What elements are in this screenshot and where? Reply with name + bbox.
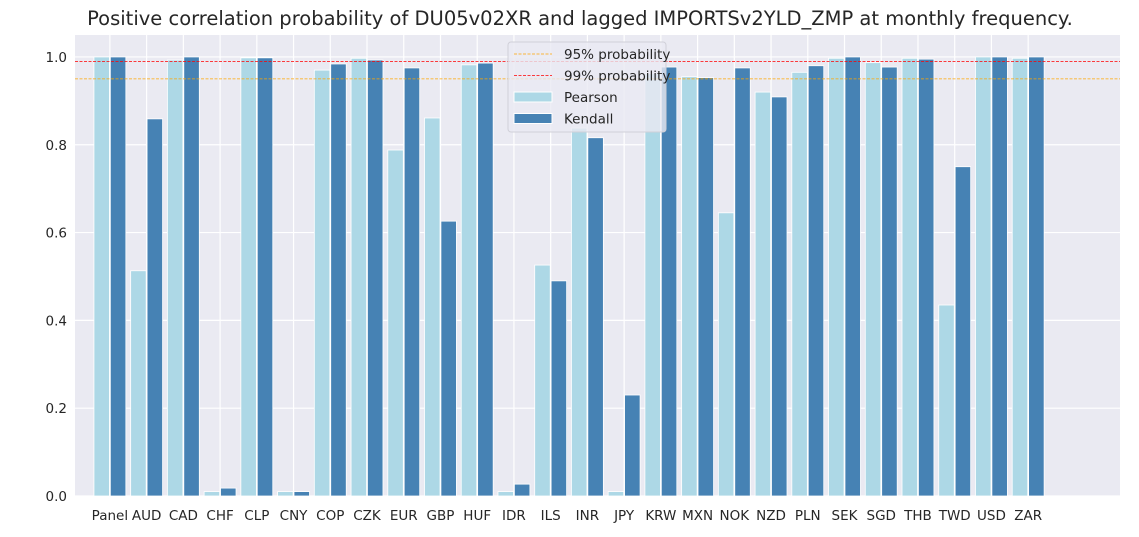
bar-kendall-twd — [954, 166, 972, 497]
x-tick-label: USD — [977, 508, 1006, 524]
bar-kendall-nok — [734, 67, 751, 497]
bar-pearson-nzd — [754, 91, 772, 497]
x-tick-label: MXN — [682, 508, 713, 524]
bar-kendall-czk — [367, 59, 384, 497]
bar-pearson-cad — [167, 59, 184, 497]
x-tick-label: NZD — [756, 508, 786, 524]
bar-kendall-cad — [183, 56, 200, 497]
legend: 95% probability 99% probability Pearson Ken… — [507, 41, 670, 133]
y-tick-label: 0.8 — [46, 138, 67, 154]
x-tick-label: SEK — [832, 508, 859, 524]
bar-kendall-zar — [1028, 56, 1045, 497]
bar-pearson-gbp — [424, 117, 441, 497]
x-tick-label: Panel — [92, 508, 128, 524]
x-tick-label: EUR — [390, 508, 418, 524]
bar-pearson-huf — [460, 64, 478, 497]
x-tick-label: INR — [576, 508, 599, 524]
bar-pearson-cop — [313, 69, 331, 497]
legend-label: Kendall — [564, 112, 613, 128]
x-tick-label: JPY — [613, 508, 635, 524]
bar-pearson-inr — [571, 127, 588, 497]
bar-pearson-cny — [277, 491, 294, 497]
bar-kendall-thb — [918, 58, 935, 497]
x-tick-label: ZAR — [1014, 508, 1042, 524]
bar-kendall-clp — [256, 57, 274, 497]
x-tick-label: IDR — [502, 508, 526, 524]
bar-kendall-gbp — [440, 220, 457, 497]
bar-pearson-clp — [240, 57, 257, 497]
bar-kendall-cop — [330, 63, 347, 497]
bar-pearson-ils — [534, 264, 551, 497]
bar-kendall-panel — [109, 56, 127, 497]
bar-kendall-krw — [660, 66, 678, 497]
bar-pearson-sgd — [864, 62, 882, 497]
x-tick-label: CHF — [206, 508, 233, 524]
y-tick-label: 1.0 — [46, 50, 67, 66]
legend-box — [507, 41, 667, 133]
x-tick-label: TWD — [938, 508, 971, 524]
legend-label: 95% probability — [564, 47, 670, 63]
x-tick-label: HUF — [463, 508, 491, 524]
x-tick-label: AUD — [132, 508, 162, 524]
x-tick-label: SGD — [867, 508, 896, 524]
bar-pearson-twd — [938, 304, 955, 497]
bar-pearson-zar — [1011, 57, 1029, 497]
bar-kendall-idr — [513, 483, 531, 497]
y-tick-label: 0.0 — [46, 489, 67, 505]
bar-kendall-sek — [844, 56, 861, 497]
bar-pearson-usd — [975, 56, 992, 497]
legend-swatch — [513, 91, 553, 103]
bar-kendall-nzd — [771, 96, 788, 497]
legend-swatch — [513, 113, 553, 124]
bar-kendall-mxn — [697, 77, 714, 497]
y-tick-label: 0.4 — [46, 313, 67, 329]
bar-kendall-aud — [146, 118, 163, 497]
chart-title: Positive correlation probability of DU05… — [87, 7, 1073, 30]
bar-pearson-eur — [387, 149, 404, 497]
bar-pearson-panel — [93, 56, 110, 497]
bar-pearson-thb — [901, 57, 918, 497]
x-tick-label: KRW — [645, 508, 676, 524]
bar-kendall-cny — [293, 491, 310, 497]
bar-pearson-aud — [130, 270, 147, 497]
y-tick-label: 0.2 — [46, 401, 67, 417]
bar-pearson-chf — [203, 491, 221, 497]
x-tick-label: CLP — [244, 508, 269, 524]
legend-label: Pearson — [564, 90, 618, 106]
bar-kendall-inr — [587, 137, 604, 497]
x-tick-label: THB — [903, 508, 932, 524]
x-tick-label: ILS — [541, 508, 561, 524]
x-tick-label: GBP — [427, 508, 455, 524]
bar-kendall-eur — [403, 67, 421, 497]
bar-kendall-chf — [220, 487, 237, 497]
bar-pearson-jpy — [607, 491, 625, 497]
bar-pearson-sek — [828, 57, 845, 497]
x-tick-label: NOK — [720, 508, 751, 524]
bar-kendall-ils — [550, 280, 568, 497]
x-tick-label: CZK — [353, 508, 382, 524]
bar-pearson-pln — [791, 71, 808, 497]
bar-kendall-huf — [477, 62, 494, 497]
x-tick-label: CAD — [169, 508, 198, 524]
bar-pearson-idr — [497, 491, 514, 497]
y-tick-label: 0.6 — [46, 226, 67, 242]
bar-kendall-pln — [807, 65, 825, 497]
bar-kendall-sgd — [881, 66, 898, 497]
bar-kendall-usd — [991, 56, 1008, 497]
x-tick-label: PLN — [795, 508, 821, 524]
bar-pearson-krw — [644, 73, 661, 497]
bar-pearson-nok — [717, 212, 735, 497]
bar-pearson-mxn — [681, 76, 698, 497]
bar-kendall-jpy — [624, 394, 641, 497]
bar-pearson-czk — [350, 57, 367, 497]
x-tick-label: CNY — [280, 508, 309, 524]
legend-label: 99% probability — [564, 69, 670, 85]
x-tick-label: COP — [316, 508, 344, 524]
